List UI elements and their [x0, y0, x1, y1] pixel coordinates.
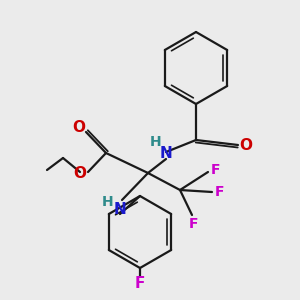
- Text: F: F: [210, 163, 220, 177]
- Text: H: H: [102, 195, 114, 209]
- Text: N: N: [160, 146, 172, 160]
- Text: O: O: [73, 119, 85, 134]
- Text: F: F: [214, 185, 224, 199]
- Text: O: O: [74, 167, 86, 182]
- Text: N: N: [114, 202, 126, 217]
- Text: F: F: [189, 217, 199, 231]
- Text: F: F: [135, 277, 145, 292]
- Text: H: H: [150, 135, 162, 149]
- Text: O: O: [239, 137, 253, 152]
